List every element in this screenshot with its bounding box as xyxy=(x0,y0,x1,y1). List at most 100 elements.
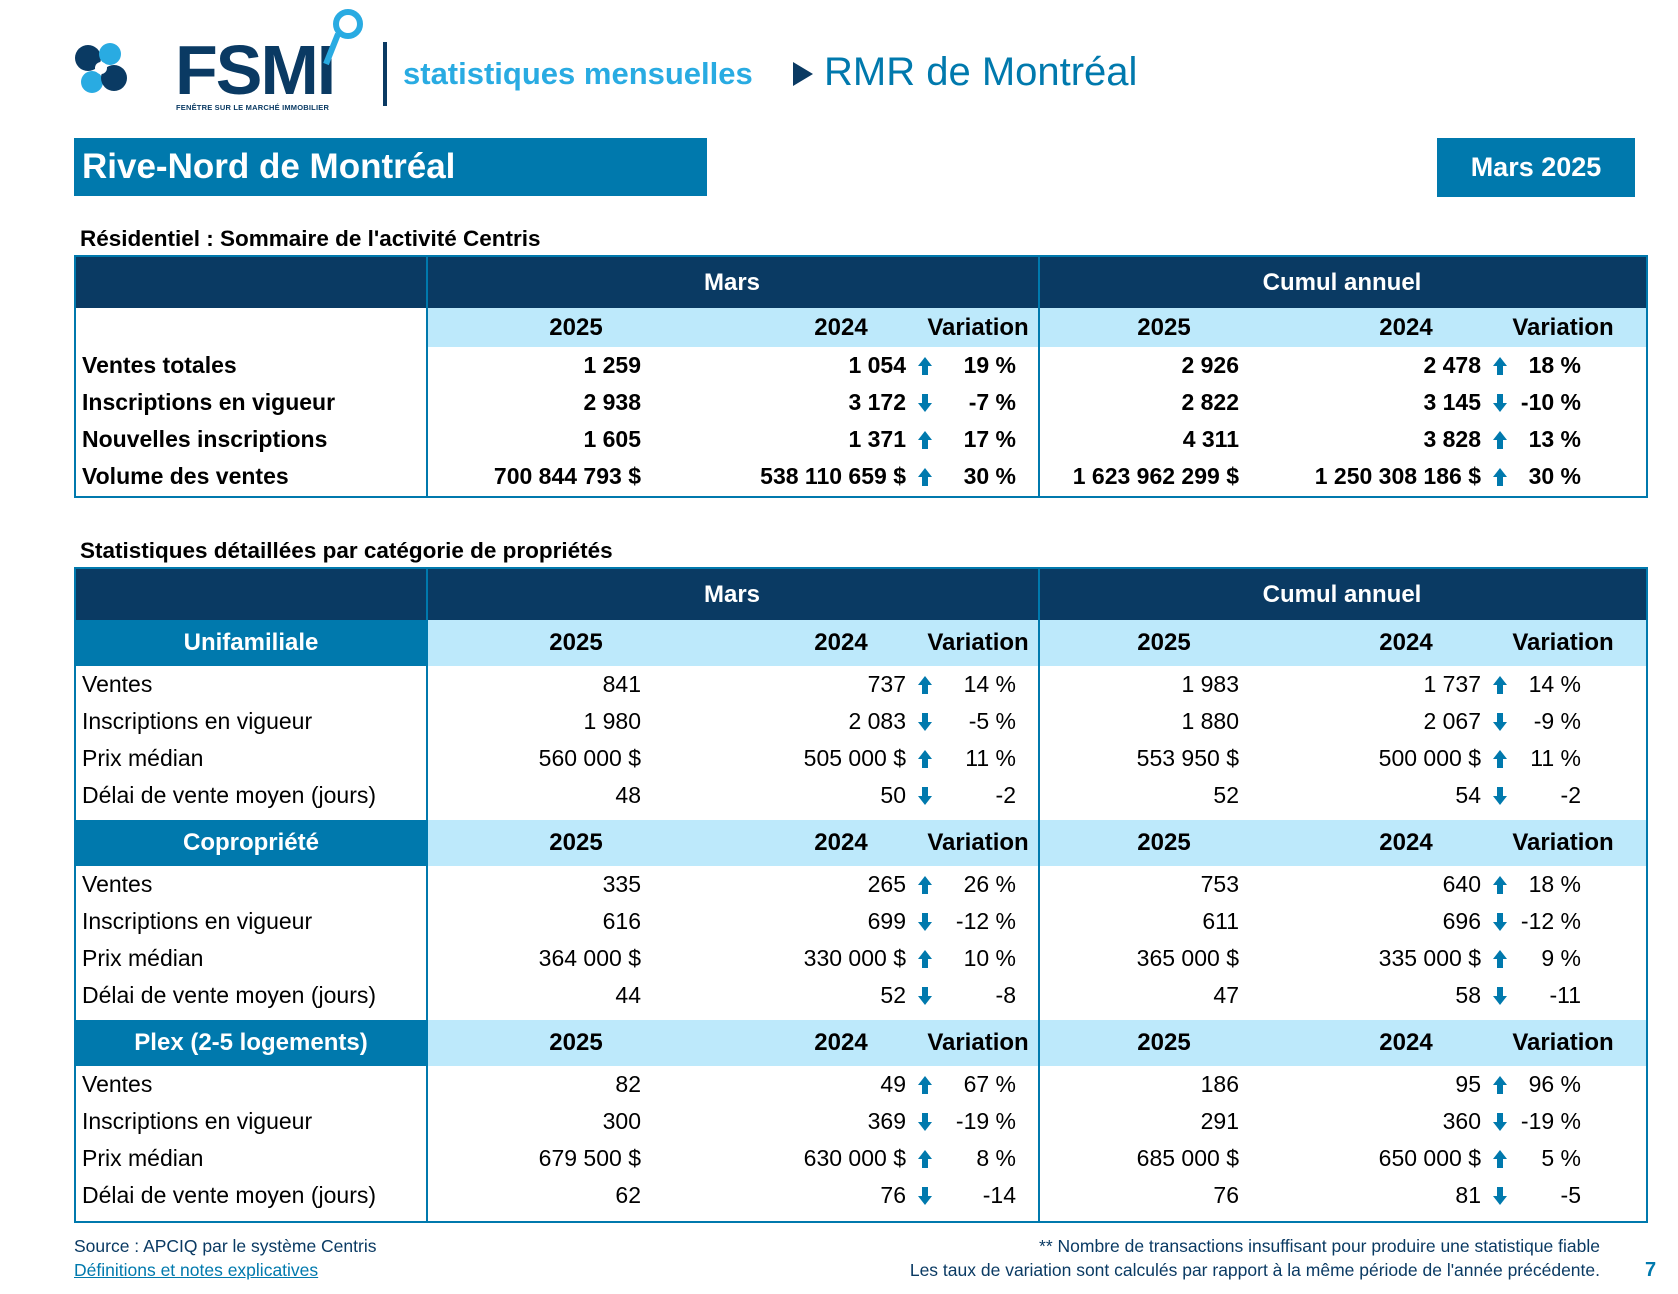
ytd-2025-value: 52 xyxy=(1213,782,1239,808)
col-2025-header: 2025 xyxy=(549,314,603,341)
ytd-2025-value: 2 822 xyxy=(1181,389,1239,415)
row-label: Inscriptions en vigueur xyxy=(82,1108,313,1134)
row-label: Ventes xyxy=(82,671,153,697)
arrow-down-icon xyxy=(918,787,932,805)
ytd-2024-value: 81 xyxy=(1455,1182,1481,1208)
table-row: Ventes totales 1 259 1 054 19 % 2 926 2 478 18… xyxy=(76,347,1646,384)
month-2025-value: 300 xyxy=(602,1108,641,1134)
col-2025-header: 2025 xyxy=(1137,1029,1191,1056)
arrow-up-icon xyxy=(1493,750,1507,768)
location-pin-icon xyxy=(323,9,363,66)
col-2024-header: 2024 xyxy=(814,1029,868,1056)
col-2025-header: 2025 xyxy=(549,629,603,656)
page-number: 7 xyxy=(1645,1259,1657,1281)
col-variation-header: Variation xyxy=(1512,1029,1614,1056)
fsmi-logo: FSMI xyxy=(175,31,336,109)
arrow-up-icon xyxy=(918,876,932,894)
month-variation: 14 % xyxy=(963,671,1016,697)
arrow-down-icon xyxy=(918,913,932,931)
ytd-variation: -12 % xyxy=(1520,908,1581,934)
month-2024-value: 1 371 xyxy=(848,426,906,452)
group-title-month: Mars xyxy=(703,269,761,296)
arrow-down-icon xyxy=(1493,394,1507,412)
row-label: Ventes xyxy=(82,871,153,897)
month-2025-value: 44 xyxy=(615,982,641,1008)
month-variation: 30 % xyxy=(963,463,1016,489)
arrow-up-icon xyxy=(1493,676,1507,694)
month-2025-value: 335 xyxy=(602,871,641,897)
col-2025-header: 2025 xyxy=(1137,314,1191,341)
arrow-down-icon xyxy=(1493,987,1507,1005)
table-row: Inscriptions en vigueur 1 980 2 083 -5 % 1 8… xyxy=(76,703,1646,740)
month-2025-value: 1 605 xyxy=(583,426,641,452)
arrow-up-icon xyxy=(918,1076,932,1094)
row-label: Délai de vente moyen (jours) xyxy=(82,982,377,1008)
month-variation: -14 xyxy=(982,1182,1016,1208)
col-variation-header: Variation xyxy=(927,314,1029,341)
column-divider xyxy=(426,257,428,496)
ytd-2025-value: 4 311 xyxy=(1182,426,1239,452)
arrow-up-icon xyxy=(918,357,932,375)
month-2025-value: 364 000 $ xyxy=(538,945,641,971)
arrow-down-icon xyxy=(918,1113,932,1131)
arrow-down-icon xyxy=(918,713,932,731)
group-title-month: Mars xyxy=(703,581,761,608)
month-2024-value: 52 xyxy=(880,982,906,1008)
month-2025-value: 62 xyxy=(615,1182,641,1208)
month-2024-value: 2 083 xyxy=(848,708,906,734)
ytd-2024-value: 2 067 xyxy=(1423,708,1481,734)
arrow-up-icon xyxy=(1493,876,1507,894)
month-2024-value: 49 xyxy=(880,1071,906,1097)
ytd-variation: 30 % xyxy=(1528,463,1581,489)
group-header-row: Mars Cumul annuel xyxy=(76,569,1646,620)
month-2024-value: 699 xyxy=(867,908,906,934)
arrow-up-icon xyxy=(1493,950,1507,968)
month-2025-value: 48 xyxy=(615,782,641,808)
col-variation-header: Variation xyxy=(927,629,1029,656)
ytd-2024-value: 3 145 xyxy=(1423,389,1481,415)
col-2025-header: 2025 xyxy=(1137,629,1191,656)
ytd-2025-value: 611 xyxy=(1202,908,1239,934)
ytd-variation: 13 % xyxy=(1528,426,1581,452)
group-title-ytd: Cumul annuel xyxy=(1262,269,1422,296)
fsmi-emblem-icon xyxy=(75,43,127,93)
row-label: Prix médian xyxy=(82,945,204,971)
header-divider xyxy=(383,42,387,106)
column-header-row: Plex (2-5 logements) 2025 2024 Variation 202… xyxy=(76,1020,1646,1066)
ytd-2025-value: 685 000 $ xyxy=(1136,1145,1239,1171)
arrow-down-icon xyxy=(918,987,932,1005)
detail-title: Statistiques détaillées par catégorie de… xyxy=(80,538,613,563)
ytd-variation: 96 % xyxy=(1528,1071,1581,1097)
col-variation-header: Variation xyxy=(927,1029,1029,1056)
table-row: Prix médian 560 000 $ 505 000 $ 11 % 553 950… xyxy=(76,740,1646,777)
ytd-variation: 9 % xyxy=(1541,945,1581,971)
ytd-variation: 18 % xyxy=(1528,871,1581,897)
definitions-link[interactable]: Définitions et notes explicatives xyxy=(74,1260,319,1280)
play-arrow-icon xyxy=(793,62,813,86)
detail-table: Mars Cumul annuel Unifamiliale 2025 2024 Vari… xyxy=(74,567,1648,1223)
month-variation: 67 % xyxy=(963,1071,1016,1097)
arrow-down-icon xyxy=(918,1187,932,1205)
column-header-band xyxy=(426,308,1646,347)
ytd-variation: -9 % xyxy=(1533,708,1581,734)
col-2025-header: 2025 xyxy=(549,829,603,856)
month-variation: -12 % xyxy=(955,908,1016,934)
category-label: Copropriété xyxy=(76,820,426,866)
arrow-up-icon xyxy=(1493,431,1507,449)
col-2024-header: 2024 xyxy=(1379,314,1433,341)
arrow-down-icon xyxy=(1493,1113,1507,1131)
ytd-2025-value: 365 000 $ xyxy=(1136,945,1239,971)
month-variation: 19 % xyxy=(963,352,1016,378)
ytd-2024-value: 1 737 xyxy=(1423,671,1481,697)
month-2025-value: 700 844 793 $ xyxy=(493,463,641,489)
report-type: statistiques mensuelles xyxy=(403,56,753,91)
row-label: Ventes xyxy=(82,1071,153,1097)
month-variation: -5 % xyxy=(968,708,1016,734)
ytd-variation: 11 % xyxy=(1530,745,1581,771)
arrow-up-icon xyxy=(1493,1150,1507,1168)
row-label: Ventes totales xyxy=(82,352,237,378)
row-label: Délai de vente moyen (jours) xyxy=(82,782,377,808)
summary-table: Mars Cumul annuel 2025 2024 Variation 2025 202… xyxy=(74,255,1648,498)
month-2025-value: 560 000 $ xyxy=(538,745,641,771)
col-2024-header: 2024 xyxy=(1379,829,1433,856)
